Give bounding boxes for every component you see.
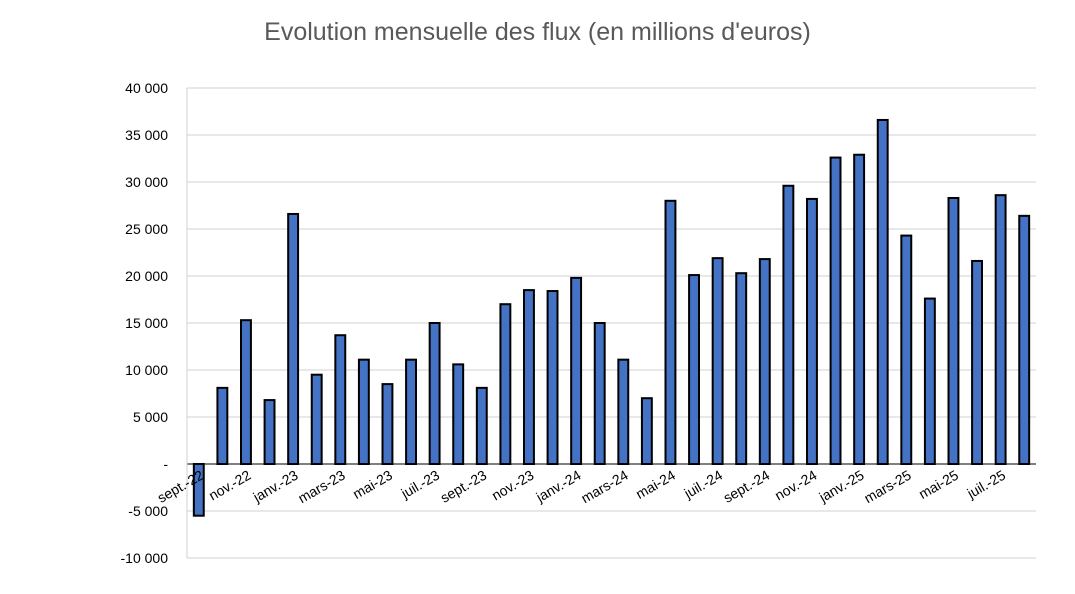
bar [664,199,677,466]
bar [240,319,252,465]
bar [923,297,936,465]
bar [405,358,417,465]
bar [947,196,960,465]
bar [900,234,913,465]
bars [192,118,1031,517]
bar [310,373,323,466]
x-tick-label: janv.-24 [533,467,584,506]
bar [688,274,700,465]
x-tick-label: mars-23 [295,467,348,507]
bar [216,386,229,465]
bar [499,303,512,466]
x-tick-label: juil.-24 [681,467,726,502]
bar [876,118,889,466]
bar [334,334,347,465]
y-tick-label: 15 000 [125,315,168,331]
bar [546,290,559,466]
x-tick-label: sept.-24 [720,467,772,506]
x-tick-label: nov.-23 [489,467,537,504]
x-tick-label: nov.-24 [772,467,820,504]
bar [617,358,630,465]
bar [381,383,394,466]
bar [994,194,1007,465]
y-tick-label: -5 000 [128,503,168,519]
bar [735,272,748,465]
x-tick-label: juil.-25 [964,467,1009,502]
x-tick-label: janv.-25 [816,467,867,506]
bar [711,257,724,466]
y-tick-label: 30 000 [125,174,168,190]
bar [640,397,653,466]
y-tick-label: - [163,456,168,472]
bar [971,259,983,465]
bar [263,399,276,465]
y-tick-label: 40 000 [125,80,168,96]
bar [806,197,818,465]
chart-title: Evolution mensuelle des flux (en million… [264,18,811,46]
bar [523,289,535,465]
y-tick-label: -10 000 [121,550,169,566]
y-tick-label: 35 000 [125,127,168,143]
x-tick-label: mai-24 [633,467,678,502]
y-axis-ticks: 40 000 35 000 30 000 25 000 20 000 15 000 10 0… [121,80,169,566]
bar [782,184,795,465]
x-tick-label: mai-23 [350,467,395,502]
bar [475,386,488,465]
bar [357,358,370,465]
bar [853,153,866,466]
bar [192,463,205,517]
x-tick-label: mars-25 [861,467,914,507]
x-tick-label: sept.-23 [437,467,489,506]
x-tick-label: mai-25 [916,467,961,502]
bar [829,156,842,465]
y-tick-label: 5 000 [133,409,168,425]
bar [1018,214,1031,465]
y-tick-label: 25 000 [125,221,168,237]
bar [428,322,441,465]
x-tick-label: nov.-22 [206,467,254,504]
gridlines [186,87,1036,559]
bar [452,363,465,465]
bar [758,258,771,465]
x-tick-label: janv.-23 [250,467,301,506]
bar [593,322,606,465]
y-tick-label: 20 000 [125,268,168,284]
bar [570,276,583,465]
x-tick-label: juil.-23 [398,467,443,502]
y-tick-label: 10 000 [125,362,168,378]
bar [287,212,300,465]
x-tick-label: mars-24 [578,467,631,507]
